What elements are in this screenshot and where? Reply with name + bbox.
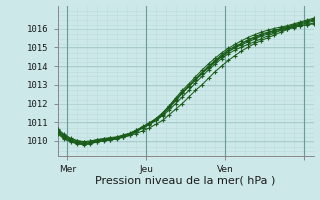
X-axis label: Pression niveau de la mer( hPa ): Pression niveau de la mer( hPa ) (95, 175, 276, 185)
